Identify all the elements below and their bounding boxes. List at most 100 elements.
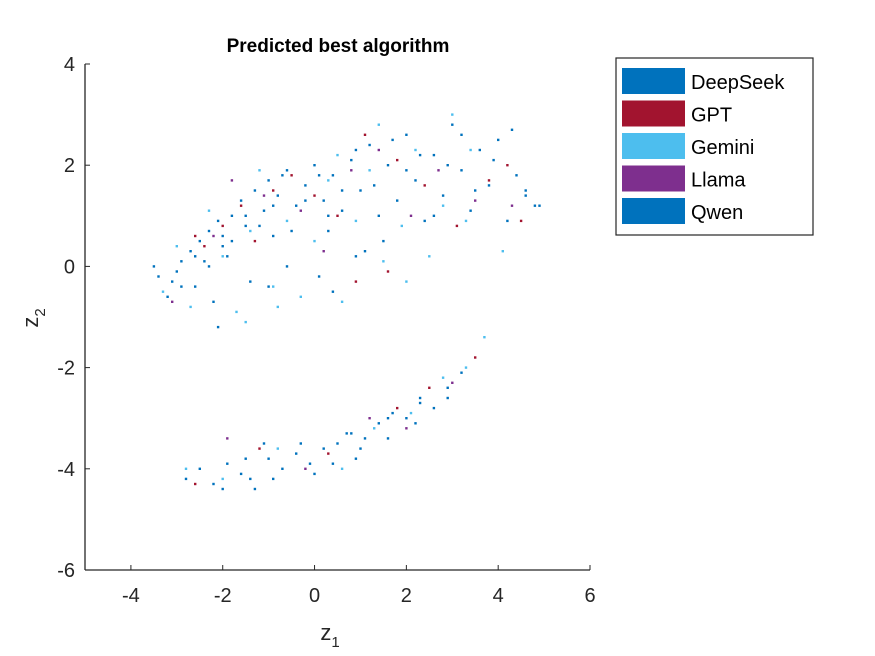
legend-label-llama: Llama — [691, 170, 746, 192]
point-qwen — [249, 477, 252, 481]
point-qwen — [244, 457, 247, 460]
point-qwen — [230, 239, 234, 243]
point-gemini — [483, 336, 486, 339]
point-deepseek — [423, 219, 426, 223]
legend-label-gpt: GPT — [691, 105, 732, 127]
point-qwen — [331, 290, 335, 293]
point-deepseek — [386, 164, 390, 167]
point-gemini — [258, 169, 261, 172]
point-deepseek — [226, 255, 229, 258]
point-deepseek — [363, 437, 367, 440]
point-deepseek — [194, 285, 197, 288]
point-deepseek — [377, 214, 380, 217]
legend-label-deepseek: DeepSeek — [691, 72, 785, 94]
legend-swatch-gpt — [622, 100, 685, 127]
point-deepseek — [340, 209, 344, 212]
point-llama — [350, 169, 353, 172]
legend: DeepSeek GPT Gemini Llama Qwen — [615, 57, 814, 236]
point-gpt — [290, 174, 293, 177]
legend-swatch-qwen — [622, 198, 685, 224]
point-qwen — [510, 128, 514, 131]
point-deepseek — [295, 452, 298, 455]
point-qwen — [386, 417, 390, 420]
point-qwen — [180, 285, 183, 288]
point-deepseek — [386, 437, 390, 440]
point-qwen — [359, 447, 362, 450]
point-qwen — [405, 169, 408, 172]
point-deepseek — [469, 209, 472, 212]
point-gemini — [276, 305, 279, 309]
point-gpt — [396, 406, 399, 410]
point-deepseek — [239, 472, 243, 476]
point-deepseek — [451, 123, 454, 126]
point-gpt — [313, 194, 316, 197]
x-tick-label: -4 — [122, 585, 140, 607]
y-tick-label: 2 — [64, 155, 75, 177]
point-qwen — [391, 138, 394, 142]
point-qwen — [538, 204, 541, 207]
point-gemini — [441, 204, 445, 207]
y-tick-label: -4 — [57, 459, 75, 481]
x-axis-title-base: z — [320, 620, 331, 645]
legend-swatch-gemini — [622, 133, 685, 159]
point-qwen — [524, 189, 527, 192]
point-gemini — [221, 255, 224, 258]
point-qwen — [363, 250, 367, 253]
point-qwen — [418, 401, 422, 405]
point-gemini — [340, 300, 344, 303]
point-deepseek — [368, 143, 371, 147]
point-deepseek — [441, 194, 445, 197]
point-llama — [212, 234, 215, 238]
point-deepseek — [203, 260, 206, 263]
point-qwen — [418, 153, 422, 157]
point-gemini — [189, 305, 192, 309]
point-deepseek — [175, 270, 178, 273]
point-qwen — [327, 214, 330, 217]
point-gemini — [285, 219, 289, 223]
y-tick-label: -2 — [57, 358, 75, 380]
y-tick-label: 4 — [64, 54, 75, 76]
point-deepseek — [267, 457, 270, 460]
point-gemini — [272, 285, 275, 288]
point-qwen — [267, 285, 270, 288]
point-gemini — [451, 113, 454, 116]
point-gemini — [373, 427, 376, 430]
point-deepseek — [377, 422, 380, 425]
point-deepseek — [276, 194, 279, 197]
chart-title: Predicted best algorithm — [227, 36, 450, 57]
point-deepseek — [262, 442, 266, 445]
point-gemini — [382, 260, 385, 263]
point-gemini — [368, 169, 371, 172]
x-tick-label: 6 — [584, 585, 595, 607]
point-llama — [262, 194, 266, 197]
legend-label-qwen: Qwen — [691, 202, 743, 224]
point-qwen — [304, 199, 307, 202]
x-axis-title-sub: 1 — [331, 634, 339, 651]
point-qwen — [446, 396, 449, 400]
point-qwen — [221, 487, 224, 491]
point-qwen — [317, 174, 321, 177]
point-gemini — [469, 148, 472, 152]
point-gpt — [519, 219, 523, 223]
x-tick-label: 2 — [401, 585, 412, 607]
point-qwen — [345, 432, 348, 435]
point-deepseek — [313, 164, 316, 167]
point-gpt — [455, 224, 459, 228]
point-deepseek — [166, 295, 169, 298]
point-gemini — [327, 179, 330, 182]
point-deepseek — [230, 214, 234, 217]
point-deepseek — [405, 417, 408, 420]
point-qwen — [221, 234, 224, 238]
point-gpt — [194, 482, 197, 486]
point-deepseek — [460, 169, 463, 172]
point-deepseek — [414, 179, 417, 182]
plot-points — [152, 113, 541, 491]
point-deepseek — [244, 224, 247, 228]
point-llama — [377, 148, 380, 152]
point-qwen — [492, 158, 495, 162]
point-deepseek — [322, 447, 325, 450]
point-qwen — [373, 184, 376, 187]
point-gpt — [327, 452, 330, 455]
y-axis-title: z2 — [18, 308, 49, 327]
point-deepseek — [524, 194, 527, 197]
